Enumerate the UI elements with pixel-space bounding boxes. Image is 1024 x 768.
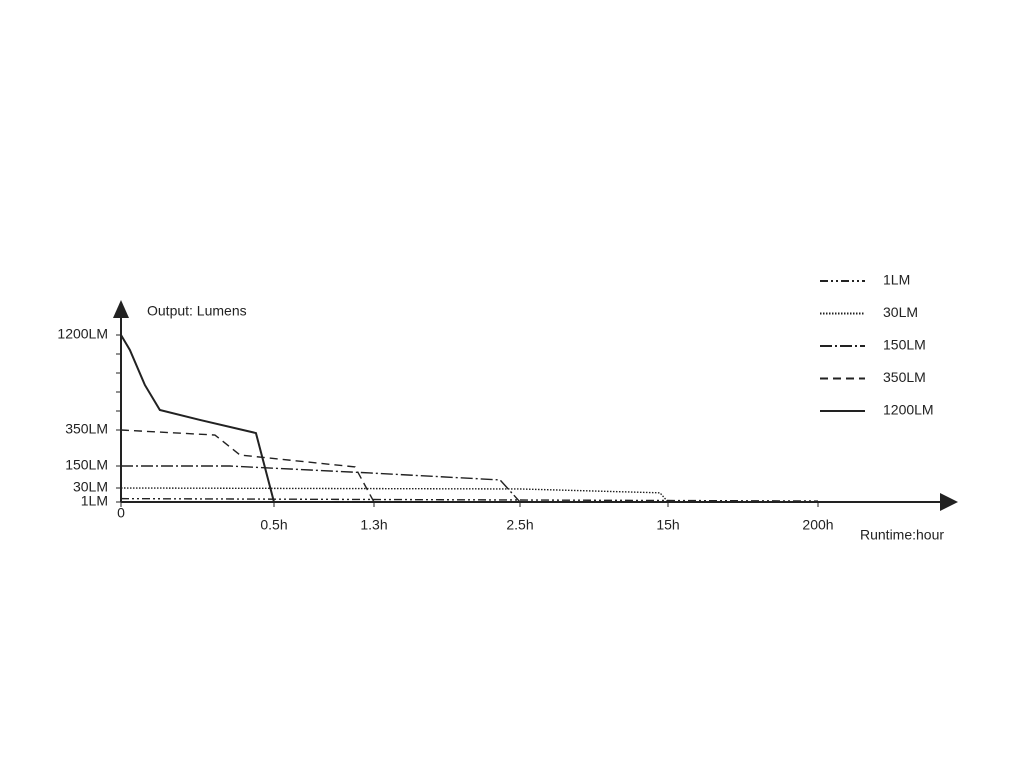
y-tick-label: 1200LM bbox=[57, 326, 108, 342]
x-tick-label: 0.5h bbox=[260, 517, 287, 533]
series-line bbox=[120, 334, 275, 503]
legend-label: 350LM bbox=[883, 369, 926, 385]
series-line bbox=[120, 487, 669, 503]
x-tick-label: 0 bbox=[117, 505, 125, 521]
x-tick-label: 200h bbox=[802, 517, 833, 533]
y-tick-label: 1LM bbox=[81, 493, 108, 509]
x-axis-arrow bbox=[940, 493, 958, 511]
x-tick-label: 2.5h bbox=[506, 517, 533, 533]
x-axis-label: Runtime:hour bbox=[860, 527, 944, 543]
legend-label: 1LM bbox=[883, 272, 910, 288]
legend-label: 150LM bbox=[883, 337, 926, 353]
series-line bbox=[120, 497, 819, 502]
legend-label: 30LM bbox=[883, 304, 918, 320]
legend-label: 1200LM bbox=[883, 402, 934, 418]
series-line bbox=[121, 465, 521, 503]
y-tick-label: 150LM bbox=[65, 457, 108, 473]
series-line bbox=[120, 429, 375, 503]
y-tick-label: 350LM bbox=[65, 421, 108, 437]
y-tick-label: 30LM bbox=[73, 479, 108, 495]
y-axis-arrow bbox=[113, 300, 129, 318]
x-tick-label: 15h bbox=[656, 517, 679, 533]
minor-ticks bbox=[116, 353, 121, 412]
y-axis-label: Output: Lumens bbox=[147, 303, 247, 319]
x-tick-label: 1.3h bbox=[360, 517, 387, 533]
